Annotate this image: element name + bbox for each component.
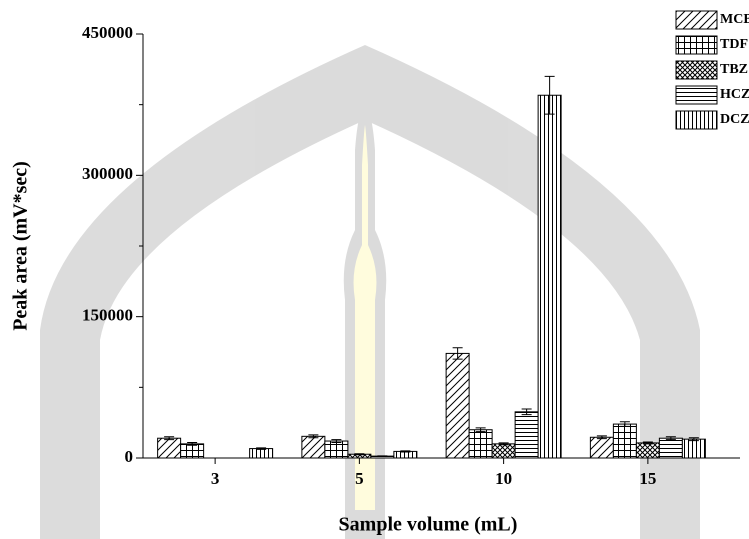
- bar: [324, 440, 349, 459]
- bar: [635, 442, 660, 459]
- bar: [537, 94, 562, 459]
- legend-swatch: [675, 35, 718, 55]
- error-bar: [521, 408, 532, 416]
- legend-label: DCZ: [720, 112, 749, 127]
- bar: [658, 437, 683, 459]
- error-bar: [308, 434, 319, 439]
- y-tick-label: 150000: [82, 306, 133, 325]
- y-tick-label: 0: [125, 447, 134, 466]
- bar: [157, 437, 182, 459]
- error-bar: [498, 442, 509, 446]
- legend-swatch: [675, 10, 718, 30]
- x-axis-title: Sample volume (mL): [339, 514, 518, 536]
- watermark: [40, 45, 700, 539]
- error-bar: [377, 455, 388, 457]
- x-tick-label: 5: [355, 469, 364, 488]
- y-axis-title: Peak area (mV*sec): [10, 161, 32, 331]
- legend-swatch: [675, 110, 718, 130]
- error-bar: [187, 441, 198, 446]
- error-bar: [596, 435, 607, 440]
- legend-label: TDF: [720, 37, 748, 52]
- y-tick-label: 300000: [82, 164, 133, 183]
- error-bar: [619, 421, 630, 427]
- bar: [514, 411, 539, 459]
- error-bar: [475, 427, 486, 433]
- bar: [249, 448, 274, 459]
- legend-label: TBZ: [720, 62, 748, 77]
- bar: [445, 352, 470, 459]
- legend-swatch: [675, 60, 718, 80]
- error-bar: [544, 75, 555, 115]
- error-bar: [400, 450, 411, 453]
- error-bar: [452, 347, 463, 360]
- legend-label: HCZ: [720, 87, 749, 102]
- y-tick-label: 450000: [82, 23, 133, 42]
- error-bar: [688, 437, 699, 442]
- bar: [180, 443, 205, 459]
- bar: [301, 435, 326, 459]
- error-bar: [642, 441, 653, 445]
- error-bar: [331, 439, 342, 443]
- legend-swatch: [675, 85, 718, 105]
- bar: [491, 443, 516, 459]
- bar: [612, 423, 637, 459]
- bar: [468, 429, 493, 459]
- error-bar: [256, 447, 267, 450]
- bar: [681, 438, 706, 459]
- x-tick-label: 15: [639, 469, 656, 488]
- error-bar: [665, 436, 676, 441]
- error-bar: [354, 453, 365, 456]
- error-bar: [164, 436, 175, 441]
- x-tick-label: 3: [211, 469, 220, 488]
- x-tick-label: 10: [495, 469, 512, 488]
- bar: [589, 436, 614, 459]
